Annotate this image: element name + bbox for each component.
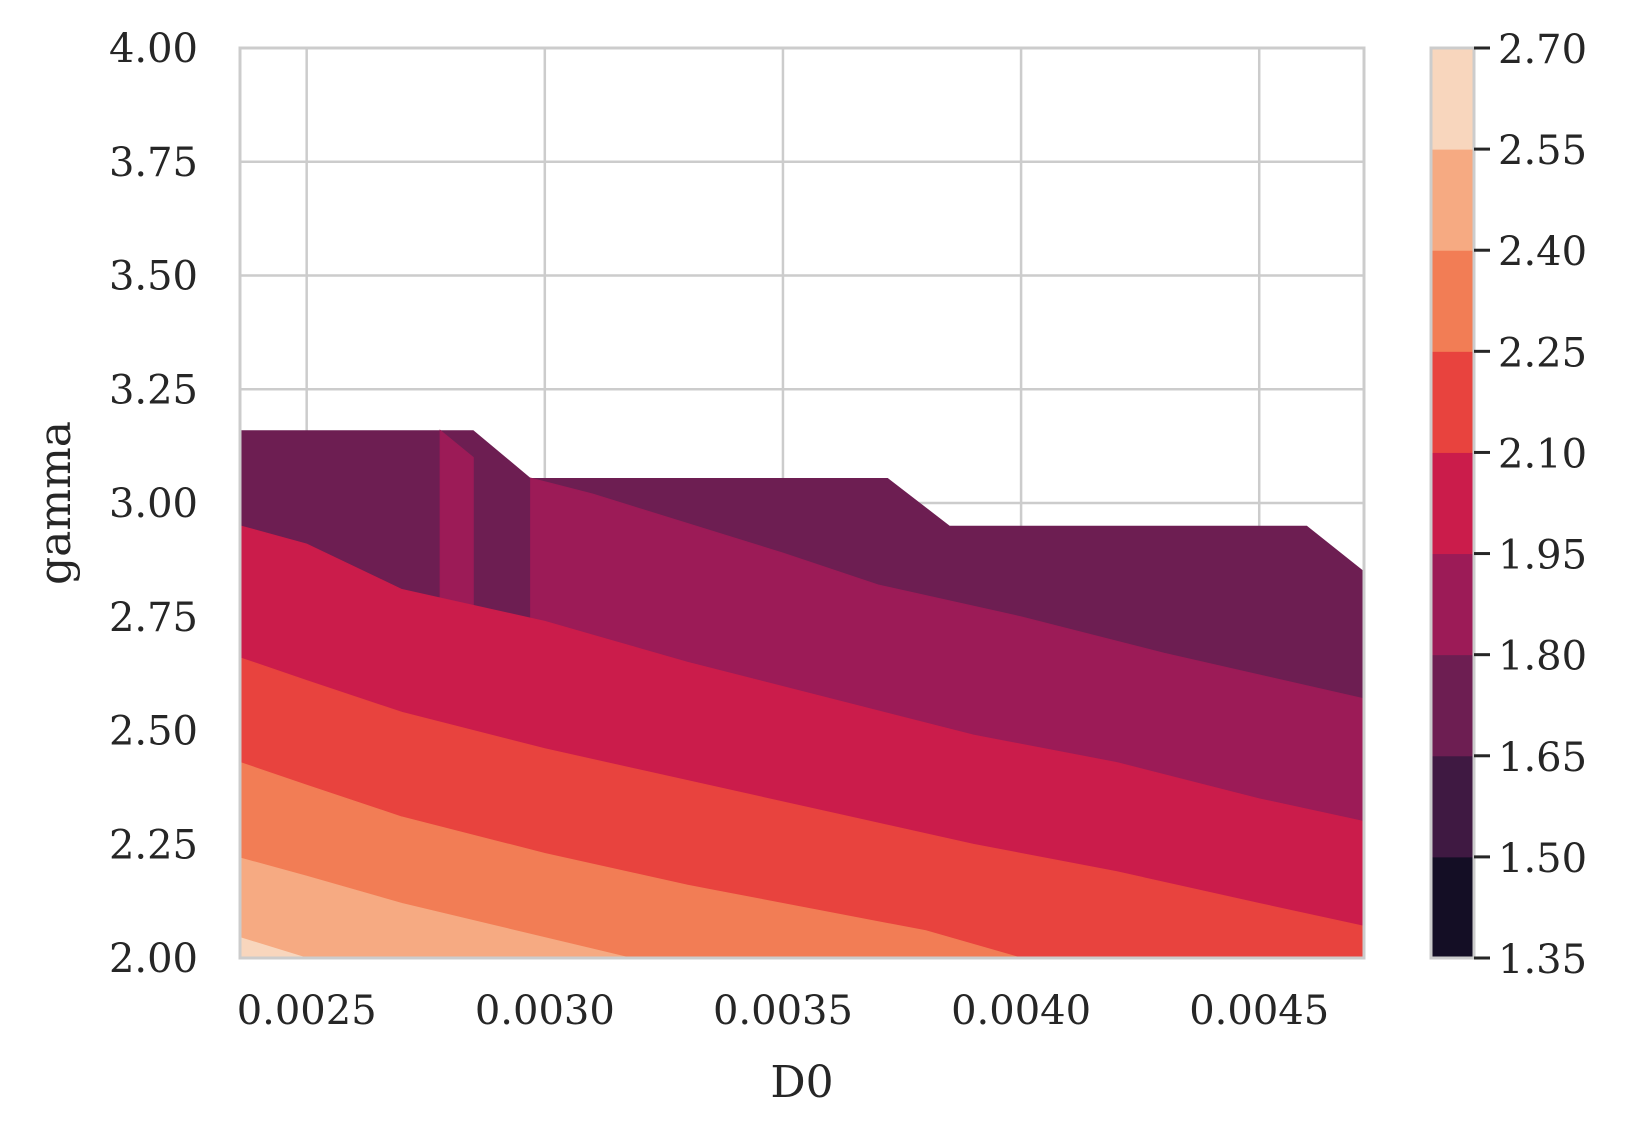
- colorbar: 1.35 1.50 1.65 1.80 1.95 2.10 2.25 2.40 2.55 2.70: [1429, 27, 1587, 983]
- colorbar-segment: [1431, 48, 1474, 150]
- x-tick-label: 0.0035: [713, 988, 853, 1034]
- colorbar-segment: [1431, 149, 1474, 251]
- colorbar-tick-label: 1.65: [1498, 735, 1587, 781]
- colorbar-tick-label: 2.10: [1498, 431, 1587, 477]
- colorbar-segment: [1431, 856, 1474, 959]
- colorbar-segment: [1431, 351, 1474, 453]
- colorbar-segment: [1431, 654, 1474, 757]
- x-tick-label: 0.0040: [951, 988, 1091, 1034]
- y-tick-label: 3.50: [109, 254, 198, 300]
- x-axis-label: D0: [770, 1057, 833, 1108]
- y-tick-label: 4.00: [109, 26, 198, 72]
- colorbar-segment: [1431, 755, 1474, 858]
- plot-frame: [238, 46, 1366, 960]
- x-tick-label: 0.0030: [475, 988, 615, 1034]
- colorbar-tick-label: 1.80: [1498, 634, 1587, 680]
- colorbar-tick-label: 2.40: [1498, 229, 1587, 275]
- colorbar-tick-label: 2.25: [1498, 330, 1587, 376]
- colorbar-tick-label: 1.95: [1498, 533, 1587, 579]
- colorbar-segment: [1431, 452, 1474, 555]
- y-tick-label: 2.50: [109, 709, 198, 755]
- y-tick-label: 3.75: [109, 140, 198, 186]
- y-tick-label: 2.75: [109, 595, 198, 641]
- y-tick-label: 2.00: [109, 936, 198, 982]
- y-tick-label: 3.25: [109, 367, 198, 413]
- x-tick-label: 0.0025: [237, 988, 377, 1034]
- colorbar-tick-label: 2.55: [1498, 128, 1587, 174]
- colorbar-tick-label: 2.70: [1498, 27, 1587, 73]
- colorbar-segment: [1431, 250, 1474, 352]
- y-axis-label: gamma: [30, 421, 81, 585]
- contour-bands: [239, 429, 1365, 959]
- x-tick-label: 0.0045: [1189, 988, 1329, 1034]
- y-tick-label: 2.25: [109, 822, 198, 868]
- colorbar-tick-label: 1.35: [1498, 937, 1587, 983]
- colorbar-frame: [1429, 46, 1476, 960]
- axis-ticks: 0.0025 0.0030 0.0035 0.0040 0.0045 2.00 2.25 2.…: [109, 26, 1329, 1034]
- y-tick-label: 3.00: [109, 481, 198, 527]
- colorbar-segment: [1431, 553, 1474, 656]
- colorbar-tick-label: 1.50: [1498, 836, 1587, 882]
